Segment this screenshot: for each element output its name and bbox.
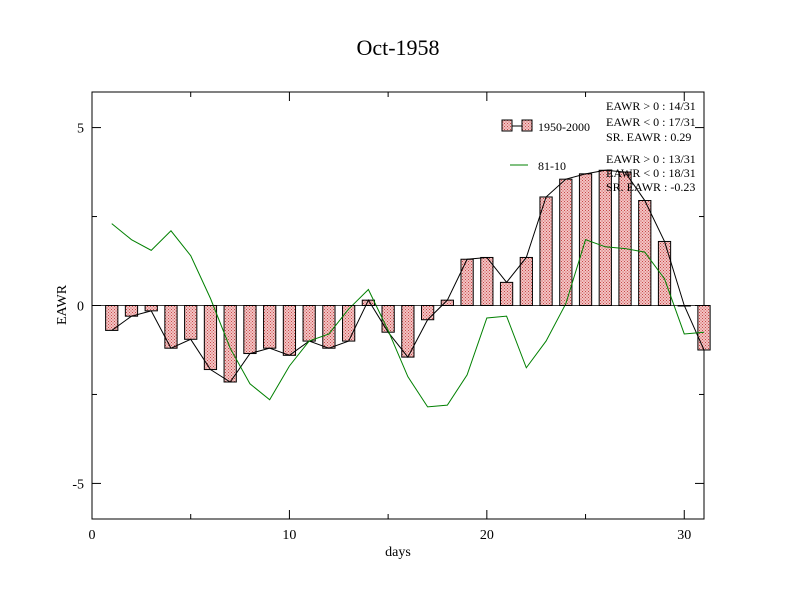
legend: 1950-2000 81-10 xyxy=(501,119,590,173)
bar-day-23 xyxy=(539,196,553,306)
x-axis-label: days xyxy=(385,545,411,560)
legend-swatch-right xyxy=(521,119,533,132)
x-tick-label-30: 30 xyxy=(677,528,691,543)
stat-positive-1: EAWR > 0 : 14/31 xyxy=(606,99,696,113)
legend-label-1950-2000: 1950-2000 xyxy=(538,120,590,134)
bar-day-22 xyxy=(519,256,533,306)
bar-day-4 xyxy=(164,305,178,349)
bar-day-8 xyxy=(243,305,257,355)
bar-day-11 xyxy=(302,305,316,342)
bar-day-5 xyxy=(184,305,198,340)
stats-annotation-1950-2000: EAWR > 0 : 14/31 EAWR < 0 : 17/31 SR. EA… xyxy=(606,99,696,144)
bar-day-3 xyxy=(144,305,158,312)
bar-day-15 xyxy=(381,305,395,333)
bar-day-9 xyxy=(263,305,277,349)
stat-sr-2: SR. EAWR : -0.23 xyxy=(606,180,695,194)
bar-day-31 xyxy=(697,305,711,351)
bar-day-7 xyxy=(223,305,237,383)
line-81-10 xyxy=(111,223,705,408)
axis-ticks: 0 10 20 30 -5 0 5 xyxy=(72,92,704,543)
bar-day-13 xyxy=(342,305,356,342)
bar-day-1 xyxy=(105,305,119,331)
x-tick-label-10: 10 xyxy=(282,528,296,543)
x-tick-label-0: 0 xyxy=(89,528,96,543)
bar-day-12 xyxy=(322,305,336,349)
chart-title: Oct-1958 xyxy=(356,35,439,60)
x-tick-label-20: 20 xyxy=(480,528,494,543)
stat-negative-2: EAWR < 0 : 18/31 xyxy=(606,166,696,180)
bar-day-17 xyxy=(420,305,435,321)
y-axis-label: EAWR xyxy=(55,284,70,325)
stat-sr-1: SR. EAWR : 0.29 xyxy=(606,130,691,144)
y-tick-label-5: 5 xyxy=(77,122,84,137)
y-tick-label--5: -5 xyxy=(72,477,84,492)
y-tick-label-0: 0 xyxy=(77,300,84,315)
stat-positive-2: EAWR > 0 : 13/31 xyxy=(606,152,696,166)
bar-day-6 xyxy=(203,305,218,371)
bar-series xyxy=(105,169,711,383)
bar-day-24 xyxy=(559,178,573,306)
line-1950-2000 xyxy=(111,169,705,383)
legend-swatch-left xyxy=(501,119,513,132)
bar-day-19 xyxy=(460,258,474,306)
stat-negative-1: EAWR < 0 : 17/31 xyxy=(606,115,696,129)
stats-annotation-81-10: EAWR > 0 : 13/31 EAWR < 0 : 18/31 SR. EA… xyxy=(606,152,696,194)
line-series xyxy=(111,169,705,408)
bar-day-21 xyxy=(499,281,514,306)
bar-day-10 xyxy=(282,305,297,356)
bar-day-20 xyxy=(480,256,494,306)
bar-day-28 xyxy=(638,200,652,306)
legend-label-81-10: 81-10 xyxy=(538,159,566,173)
